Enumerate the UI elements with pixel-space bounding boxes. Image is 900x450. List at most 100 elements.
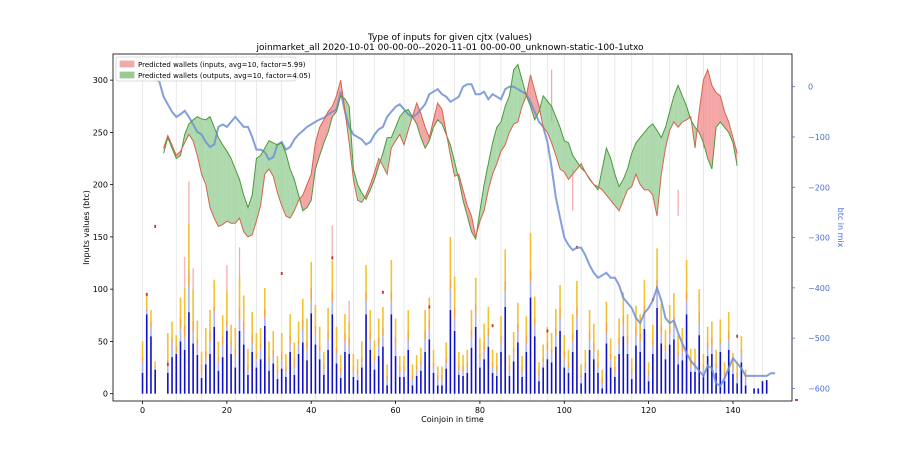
bar-segment-lavender [424, 339, 426, 352]
bar-segment-yellow [361, 341, 363, 358]
outputs-fill-segment [285, 153, 291, 219]
bar-segment-blue [415, 375, 418, 394]
bar-segment-blue [689, 371, 692, 394]
bar-segment-blue [255, 367, 258, 394]
bar-segment-yellow [234, 327, 237, 349]
bar-segment-blue [462, 375, 464, 394]
bar-segment-lavender [689, 366, 692, 372]
bar-segment-blue [382, 346, 384, 394]
bar-red-mark [546, 329, 549, 333]
bar-segment-orange [668, 325, 671, 335]
bar-segment-blue [323, 374, 325, 394]
bar-segment-orange [217, 357, 220, 363]
bar-segment-yellow [584, 349, 587, 363]
bar-segment-yellow [609, 338, 612, 354]
bar-segment-orange [559, 307, 561, 319]
inputs-line [163, 68, 738, 238]
bar-segment-blue [407, 349, 410, 394]
bar-segment-blue [765, 380, 768, 394]
outputs-fill-segment [501, 106, 506, 152]
bar-segment-yellow [517, 302, 519, 324]
outputs-fill-segment [357, 184, 362, 203]
bar-segment-yellow [348, 321, 350, 338]
bar-segment-lavender [702, 369, 705, 375]
bar-segment-yellow [727, 312, 730, 331]
bar-segment-orange [238, 307, 241, 319]
bar-segment-blue [656, 307, 658, 394]
bar-segment-yellow [373, 340, 376, 357]
outputs-fill-segment [231, 158, 236, 224]
bar-segment-blue [301, 342, 304, 394]
outputs-fill-segment [391, 127, 396, 149]
inputs-fill-segment [711, 85, 717, 169]
bar-segment-blue [601, 388, 604, 394]
bar-segment-lavender [310, 300, 313, 314]
bar-segment-blue [664, 359, 667, 394]
bar-segment-orange [339, 367, 342, 373]
bar-segment-orange [361, 357, 363, 363]
bar-segment-orange [407, 330, 410, 340]
bar-segment-lavender [664, 350, 667, 360]
outputs-fill-segment [661, 127, 666, 175]
bar-segment-yellow [407, 310, 410, 331]
inputs-fill-segment [374, 158, 379, 180]
bar-segment-orange [196, 339, 199, 345]
bar-segment-lavender [394, 345, 397, 357]
bar-segment-blue [361, 367, 363, 394]
chart-subtitle: joinmarket_all 2020-10-01 00-00-00--2020… [256, 43, 644, 53]
legend-swatch [119, 71, 135, 79]
bar-segment-yellow [588, 310, 591, 331]
bar-segment-orange [664, 345, 667, 351]
bar-segment-lavender [521, 371, 523, 377]
bar-segment-orange [681, 343, 684, 352]
bar-segment-blue [744, 385, 747, 394]
bar-segment-pink [348, 300, 350, 322]
bar-segment-blue [318, 359, 321, 394]
legend-label: Predicted wallets (outputs, avg=10, fact… [138, 72, 311, 80]
bar-segment-orange [323, 364, 325, 370]
bar-segment-lavender [487, 336, 490, 347]
bar-segment-yellow [567, 349, 570, 363]
bar-segment-blue [188, 312, 190, 394]
outputs-fill-segment [450, 144, 455, 177]
bar-segment-orange [517, 323, 519, 333]
bar-segment-yellow [614, 356, 616, 367]
bar-segment-orange [255, 353, 258, 360]
bar-segment-lavender [546, 350, 549, 360]
bar-segment-orange [259, 343, 262, 349]
bar-segment-lavender [386, 380, 388, 386]
bar-segment-blue [365, 314, 367, 394]
outputs-line [163, 63, 738, 241]
bar-segment-lavender [605, 333, 608, 344]
bar-segment-yellow [268, 341, 270, 358]
bar-segment-yellow [272, 330, 275, 350]
y2-tick-label: −100 [808, 133, 830, 142]
bar-segment-orange [171, 337, 173, 343]
bar-segment-blue [470, 347, 473, 394]
bar-segment-lavender [247, 369, 249, 375]
bar-segment-blue [618, 353, 620, 394]
bar-segment-yellow [293, 342, 296, 359]
bar-segment-orange [639, 333, 641, 342]
bar-segment-blue [226, 330, 228, 394]
bar-segment-yellow [504, 249, 507, 281]
bar-segment-lavender [415, 370, 418, 376]
bar-segment-orange [546, 342, 549, 351]
bar-segment-orange [272, 349, 275, 356]
x-tick-label: 80 [475, 406, 485, 415]
outputs-fill-segment [602, 148, 607, 196]
legend-swatch [119, 60, 135, 68]
bar-segment-lavender [630, 373, 633, 380]
bar-segment-lavender [576, 317, 578, 330]
bar-segment-orange [512, 347, 515, 353]
bar-segment-blue [639, 351, 641, 394]
bar-segment-lavender [327, 339, 329, 350]
bar-segment-lavender [542, 362, 544, 368]
bar-segment-yellow [677, 335, 679, 351]
bar-segment-yellow [314, 304, 317, 326]
bar-segment-blue [314, 344, 317, 394]
outputs-fill-segment [652, 124, 658, 217]
y2-axis-label: btc in mix [836, 208, 845, 248]
bar-spike [677, 189, 679, 217]
bar-segment-lavender [179, 328, 182, 342]
